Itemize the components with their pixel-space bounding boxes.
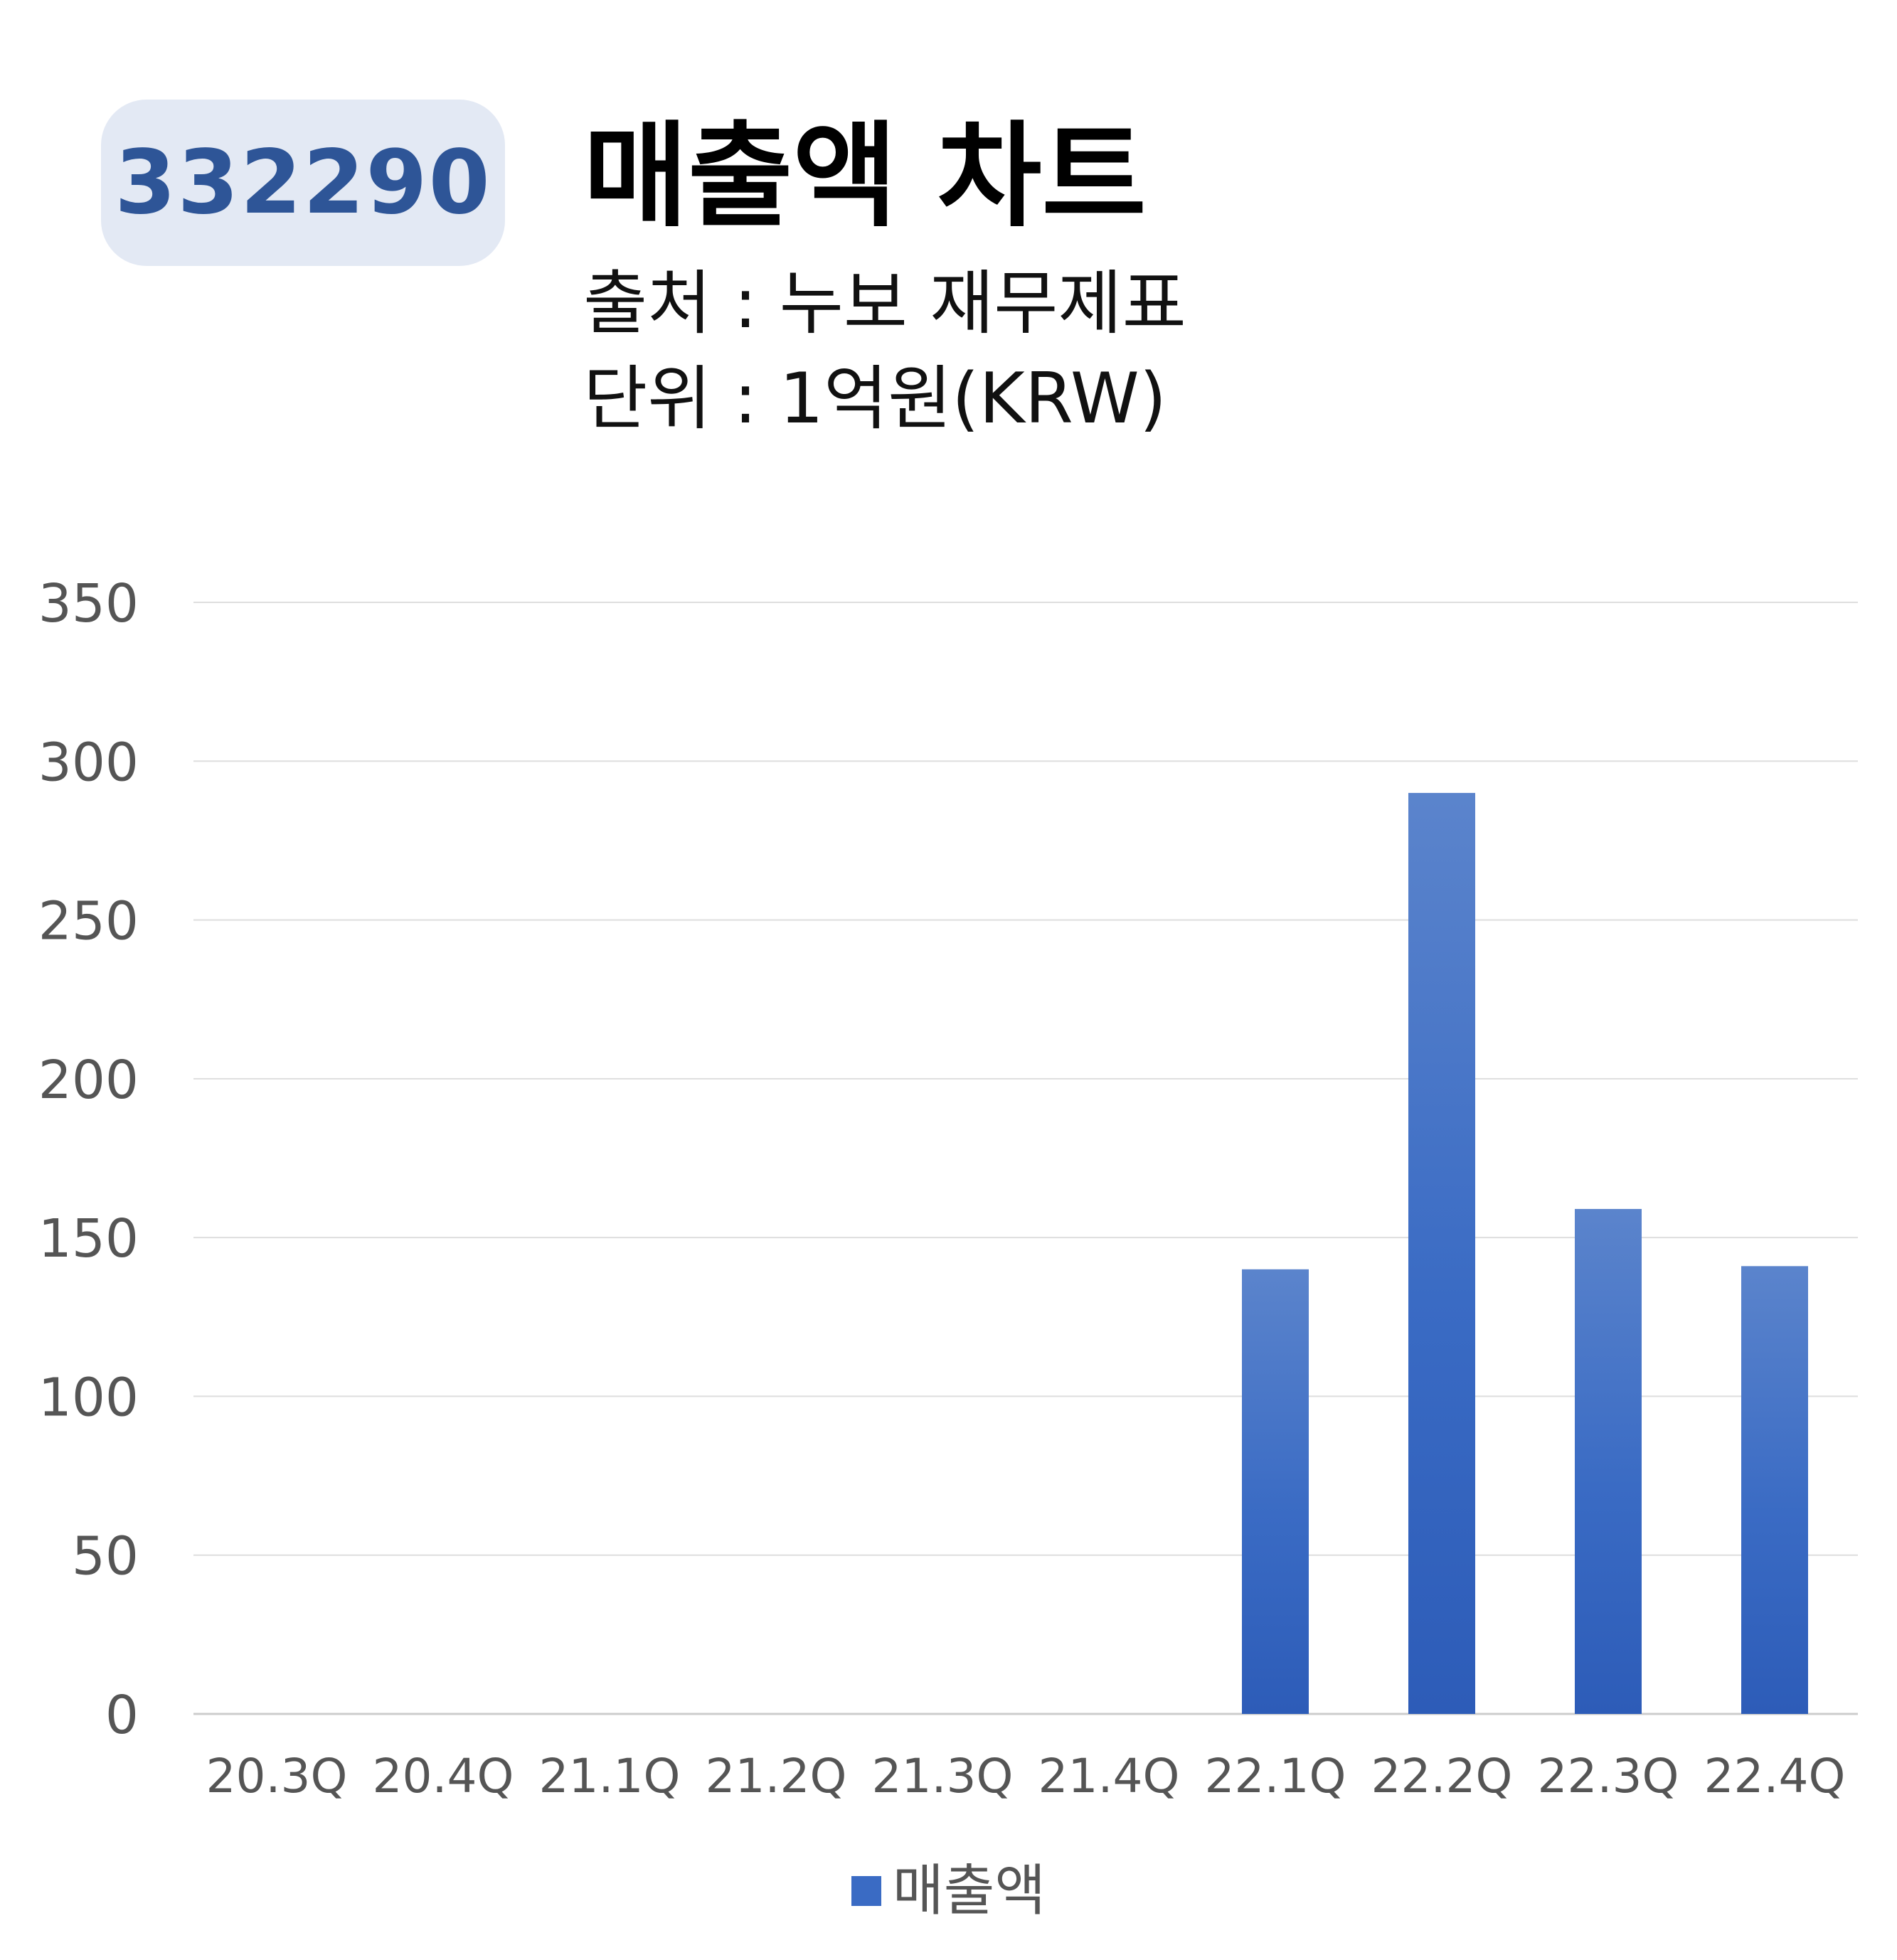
- y-tick-label: 50: [72, 1526, 139, 1587]
- y-tick-label: 250: [38, 891, 139, 952]
- unit-note: 단위 : 1억원(KRW): [583, 358, 1167, 440]
- bar-22.4Q: [1741, 1266, 1808, 1714]
- x-tick-label: 21.2Q: [706, 1749, 847, 1804]
- stock-code-badge: 332290: [101, 100, 505, 266]
- y-tick-label: 100: [38, 1367, 139, 1428]
- x-tick-label: 21.4Q: [1038, 1749, 1180, 1804]
- bar-22.1Q: [1242, 1269, 1309, 1714]
- y-tick-label: 300: [38, 732, 139, 793]
- x-tick-label: 20.4Q: [373, 1749, 514, 1804]
- stock-code: 332290: [115, 132, 491, 234]
- x-tick-label: 21.1Q: [539, 1749, 681, 1804]
- source-note: 출처 : 누보 재무제표: [583, 263, 1186, 344]
- x-tick-label: 22.4Q: [1704, 1749, 1846, 1804]
- chart-title: 매출액 차트: [583, 110, 1147, 243]
- x-tick-label: 22.2Q: [1371, 1749, 1513, 1804]
- x-tick-label: 22.1Q: [1205, 1749, 1346, 1804]
- bar-22.3Q: [1575, 1208, 1642, 1714]
- x-tick-label: 22.3Q: [1538, 1749, 1679, 1804]
- y-tick-label: 0: [105, 1685, 139, 1746]
- revenue-bar-chart: 0 50 100 150 200 250 300 350 20.3Q 20.4Q 21.1Q 21.…: [38, 573, 1858, 1804]
- legend-swatch: [851, 1876, 881, 1906]
- x-tick-label: 20.3Q: [206, 1749, 348, 1804]
- x-tick-label: 21.3Q: [872, 1749, 1014, 1804]
- bar-22.2Q: [1408, 792, 1475, 1714]
- y-tick-label: 150: [38, 1208, 139, 1269]
- y-tick-label: 350: [38, 573, 139, 634]
- y-tick-label: 200: [38, 1050, 139, 1111]
- chart-legend: 매출액: [0, 1863, 1897, 1919]
- legend-label: 매출액: [892, 1859, 1046, 1923]
